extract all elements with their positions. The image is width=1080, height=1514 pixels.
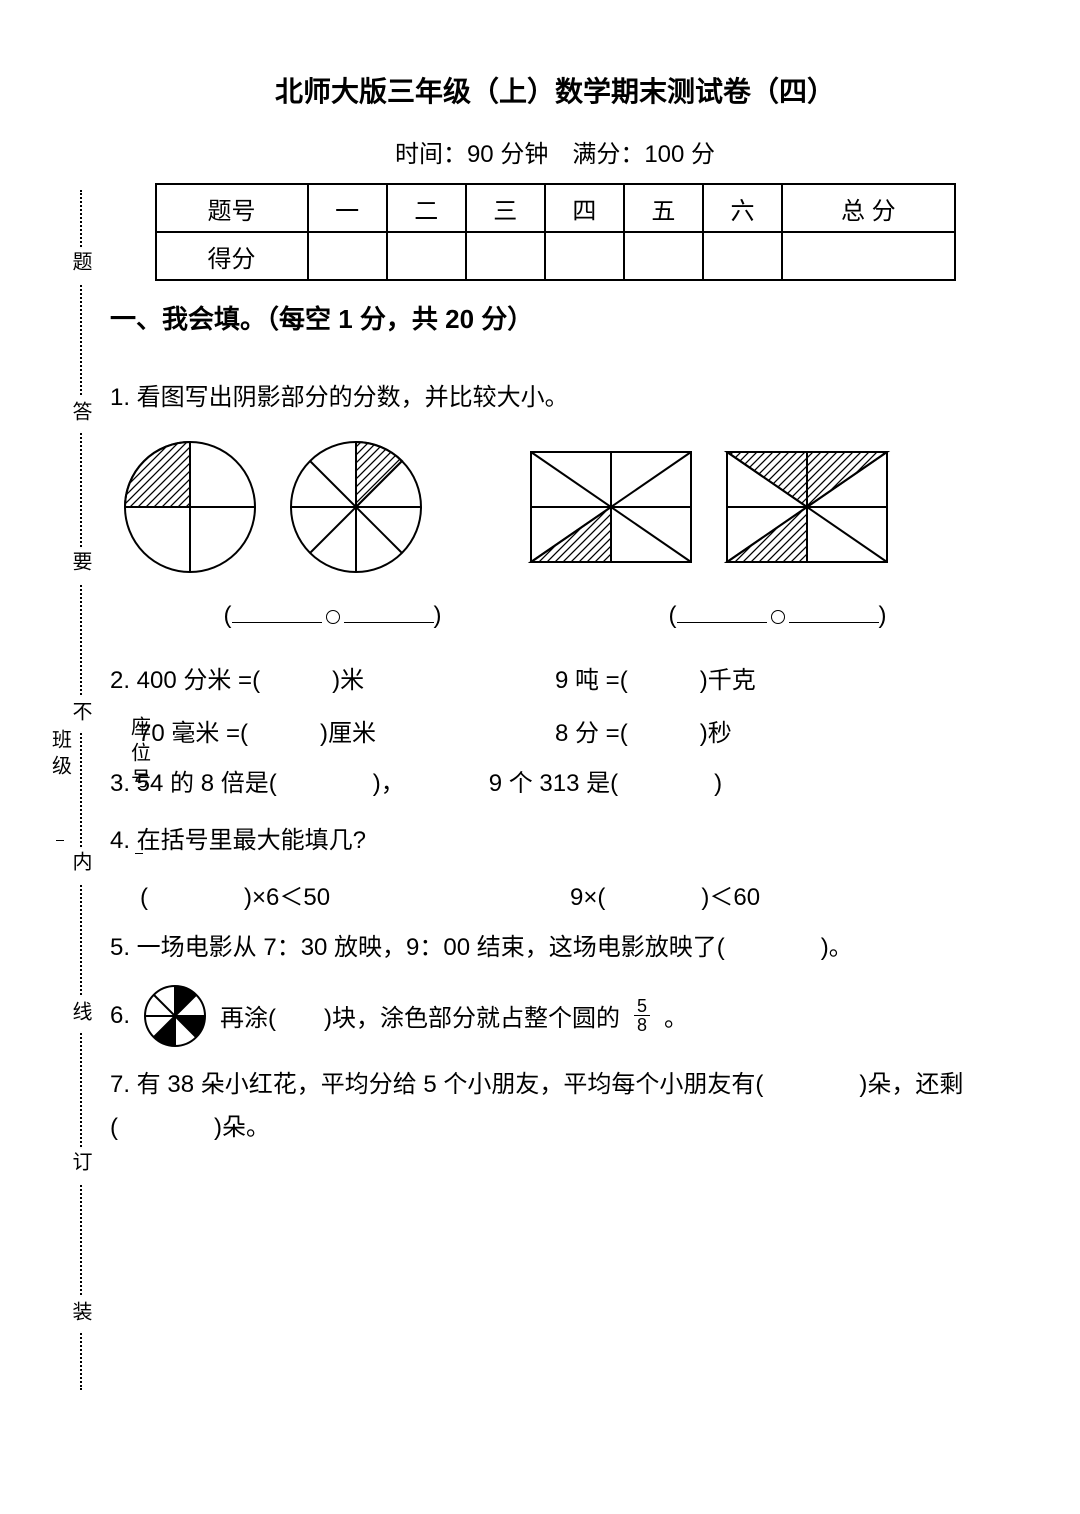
q2-grid: 2. 400 分米 =( )米 9 吨 =( )千克 70 毫米 =( )厘米 … [110,660,1000,748]
q3-text: 3. 54 的 8 倍是( )， 9 个 313 是( ) [110,762,1000,805]
q2d-label: 8 分 =( [555,720,628,747]
q4a: ( )×6＜50 [140,877,570,912]
q7-text: 7. 有 38 朵小红花，平均分给 5 个小朋友，平均每个小朋友有( )朵，还剩… [110,1063,1000,1149]
q2d-unit: )秒 [700,720,732,747]
section1-heading: 一、我会填。（每空 1 分，共 20 分） [110,299,1000,336]
q1-figures [120,437,1000,577]
sub-info: 时间：90 分钟 满分：100 分 [110,134,1000,169]
q4-text: 4. 在括号里最大能填几? [110,819,1000,862]
th-3: 三 [466,184,545,232]
q2a-unit: )米 [332,667,364,694]
th-5: 五 [624,184,703,232]
score-table: 题号 一 二 三 四 五 六 总 分 得分 [155,183,956,281]
q6-fraction: 5 8 [634,997,650,1034]
q2c-unit: )厘米 [320,720,376,747]
frac-den: 8 [634,1016,650,1034]
q6-line: 6. 再涂( )块，涂色部分就占整个圆的 5 8 。 [110,983,1000,1049]
rect-three-eighth-shaded-icon [722,447,892,567]
binding-margin: 座位号 班级 姓名 [30,190,90,1380]
circle-eighth-shaded-icon [286,437,426,577]
q6-text1: 再涂( )块，涂色部分就占整个圆的 [220,998,620,1033]
th-0: 题号 [156,184,308,232]
bind-field-2: 座位号 [128,716,150,794]
q1-text: 1. 看图写出阴影部分的分数，并比较大小。 [110,376,1000,419]
table-row: 题号 一 二 三 四 五 六 总 分 [156,184,955,232]
binding-fields: 座位号 班级 姓名 [0,190,154,1380]
q6-text2: 。 [664,998,688,1033]
th-6: 六 [703,184,782,232]
th-1: 一 [308,184,387,232]
table-row: 得分 [156,232,955,280]
q4-grid: ( )×6＜50 9×( )＜60 [110,877,1000,912]
frac-num: 5 [634,997,650,1016]
q5-text: 5. 一场电影从 7：30 放映，9：00 结束，这场电影放映了( )。 [110,926,1000,969]
q1-answer-line: () () [110,601,1000,630]
q4b: 9×( )＜60 [570,877,1000,912]
th-4: 四 [545,184,624,232]
th-2: 二 [387,184,466,232]
q2c-label: 70 毫米 =( [138,720,248,747]
page-title: 北师大版三年级（上）数学期末测试卷（四） [110,70,1000,110]
q2b-label: 9 吨 =( [555,667,628,694]
bind-field-1: 班级 [49,729,71,781]
row2-label: 得分 [156,232,308,280]
th-7: 总 分 [782,184,954,232]
q2b-unit: )千克 [700,667,756,694]
rect-eighth-shaded-icon [526,447,696,567]
